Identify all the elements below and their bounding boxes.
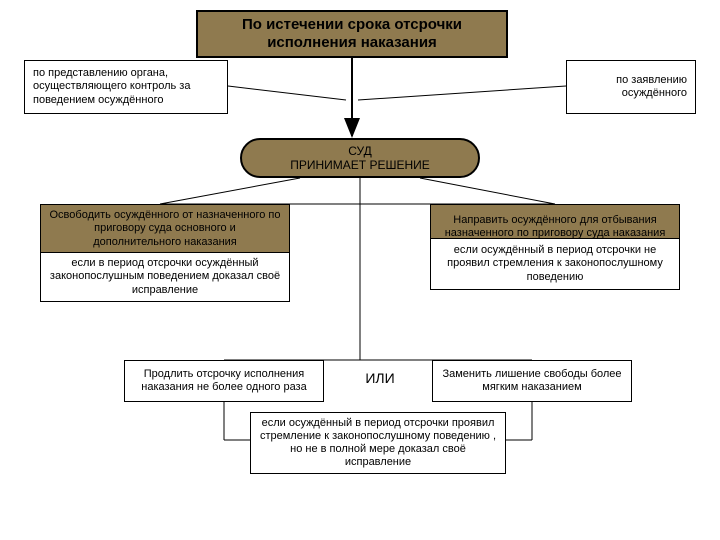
release-cond-box: если в период отсрочки осуждённый законо… [40, 252, 290, 302]
extend-text: Продлить отсрочку исполнения наказания н… [133, 368, 315, 394]
title-box: По истечении срока отсрочки исполнения н… [196, 10, 508, 58]
release-cond-text: если в период отсрочки осуждённый законо… [49, 257, 281, 297]
bottom-cond-text: если осуждённый в период отсрочки прояви… [259, 417, 497, 470]
replace-box: Заменить лишение свободы более мягким на… [432, 360, 632, 402]
right-input-text: по заявлению осуждённого [575, 74, 687, 100]
left-input-box: по представлению органа, осуществляющего… [24, 60, 228, 114]
extend-box: Продлить отсрочку исполнения наказания н… [124, 360, 324, 402]
send-cond-text: если осуждённый в период отсрочки не про… [439, 244, 671, 284]
replace-text: Заменить лишение свободы более мягким на… [441, 368, 623, 394]
title-text: По истечении срока отсрочки исполнения н… [206, 16, 498, 52]
left-input-text: по представлению органа, осуществляющего… [33, 67, 219, 107]
release-fill-text: Освободить осуждённого от назначенного п… [49, 209, 281, 249]
send-fill-text: Направить осуждённого для отбывания назн… [439, 214, 671, 240]
right-input-box: по заявлению осуждённого [566, 60, 696, 114]
release-fill-box: Освободить осуждённого от назначенного п… [40, 204, 290, 254]
send-cond-box: если осуждённый в период отсрочки не про… [430, 238, 680, 290]
court-text: СУД ПРИНИМАЕТ РЕШЕНИЕ [290, 144, 430, 173]
or-text: ИЛИ [365, 370, 394, 386]
court-box: СУД ПРИНИМАЕТ РЕШЕНИЕ [240, 138, 480, 178]
or-label: ИЛИ [350, 370, 410, 386]
bottom-cond-box: если осуждённый в период отсрочки прояви… [250, 412, 506, 474]
